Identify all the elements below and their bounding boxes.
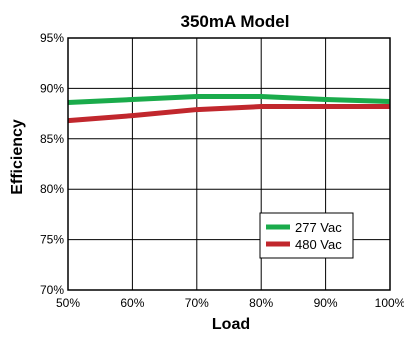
legend-box <box>259 212 354 259</box>
series-line-1 <box>67 93 391 106</box>
x-tick-label: 90% <box>314 296 338 310</box>
y-tick-label: 85% <box>40 132 64 146</box>
x-axis-label: Load <box>212 316 250 333</box>
legend-label: 277 Vac <box>295 220 342 235</box>
legend-label: 480 Vac <box>295 237 342 252</box>
x-tick-label: 80% <box>249 296 273 310</box>
x-tick-label: 100% <box>375 296 404 310</box>
y-axis-label: Efficiency <box>9 119 26 195</box>
x-tick-label: 50% <box>56 296 80 310</box>
chart-title: 350mA Model <box>181 12 290 31</box>
x-tick-label: 70% <box>185 296 209 310</box>
series-line-2 <box>67 104 390 124</box>
y-tick-label: 90% <box>40 81 64 95</box>
y-tick-label: 95% <box>40 31 64 45</box>
series-lines <box>67 93 391 124</box>
legend: 277 Vac 480 Vac <box>259 212 354 259</box>
grid-lines <box>68 38 390 290</box>
y-tick-label: 80% <box>40 182 64 196</box>
tick-labels: 50% 60% 70% 80% 90% 100% 70% 75% 80% 85% 90% 95% <box>40 31 404 310</box>
y-tick-label: 75% <box>40 233 64 247</box>
plot-frame <box>67 37 391 291</box>
y-tick-label: 70% <box>40 283 64 297</box>
x-tick-label: 60% <box>120 296 144 310</box>
